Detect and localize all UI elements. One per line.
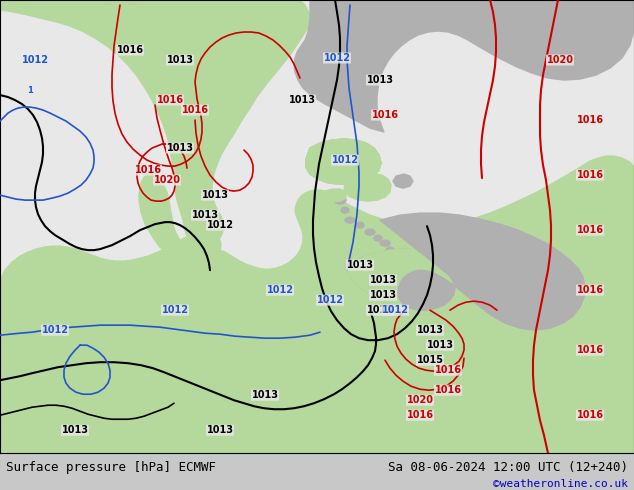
Polygon shape	[365, 229, 375, 235]
Text: 1013: 1013	[366, 75, 394, 85]
Text: 1013: 1013	[207, 425, 233, 435]
Polygon shape	[341, 207, 349, 213]
Text: 1012: 1012	[41, 325, 68, 335]
Text: 1013: 1013	[366, 305, 394, 315]
Text: 1016: 1016	[576, 115, 604, 125]
Text: Surface pressure [hPa] ECMWF: Surface pressure [hPa] ECMWF	[6, 462, 216, 474]
Text: 1013: 1013	[202, 190, 228, 200]
Polygon shape	[0, 156, 634, 453]
Text: 1016: 1016	[157, 95, 183, 105]
Polygon shape	[345, 249, 468, 314]
Text: 1013: 1013	[191, 210, 219, 220]
Text: 1013: 1013	[417, 325, 444, 335]
Text: 1020: 1020	[406, 395, 434, 405]
Text: 1012: 1012	[332, 155, 358, 165]
Text: 1020: 1020	[153, 175, 181, 185]
Polygon shape	[306, 139, 381, 184]
Polygon shape	[306, 139, 381, 184]
Text: 1013: 1013	[347, 260, 373, 270]
Text: 1012: 1012	[316, 295, 344, 305]
Text: 1016: 1016	[434, 365, 462, 375]
Polygon shape	[0, 0, 310, 253]
Text: 1012: 1012	[382, 305, 408, 315]
Text: ©weatheronline.co.uk: ©weatheronline.co.uk	[493, 480, 628, 490]
Text: 1013: 1013	[61, 425, 89, 435]
Polygon shape	[345, 249, 468, 314]
Text: 1016: 1016	[576, 225, 604, 235]
Polygon shape	[319, 189, 346, 202]
Text: 1016: 1016	[117, 45, 143, 55]
Text: 1013: 1013	[370, 275, 396, 285]
Text: 1012: 1012	[162, 305, 188, 315]
Text: 1016: 1016	[576, 345, 604, 355]
Text: 1016: 1016	[181, 105, 209, 115]
Polygon shape	[386, 247, 394, 253]
Text: 1013: 1013	[427, 340, 453, 350]
Text: 1012: 1012	[207, 220, 233, 230]
Text: 1013: 1013	[167, 55, 193, 65]
Polygon shape	[294, 0, 634, 132]
Polygon shape	[380, 213, 585, 330]
Text: 1015: 1015	[417, 355, 444, 365]
Text: 1016: 1016	[134, 165, 162, 175]
Polygon shape	[356, 222, 364, 228]
Text: 1020: 1020	[547, 55, 574, 65]
Polygon shape	[345, 217, 355, 223]
Polygon shape	[334, 196, 346, 204]
Text: 1013: 1013	[370, 290, 396, 300]
Text: 1016: 1016	[406, 410, 434, 420]
Polygon shape	[344, 174, 391, 201]
Text: 1012: 1012	[22, 55, 48, 65]
Text: 1012: 1012	[323, 53, 351, 63]
Text: 1016: 1016	[434, 385, 462, 395]
Polygon shape	[380, 240, 390, 246]
Text: 1013: 1013	[167, 143, 193, 153]
Text: 1012: 1012	[266, 285, 294, 295]
Polygon shape	[374, 235, 382, 241]
Text: 1016: 1016	[576, 285, 604, 295]
Text: Sa 08-06-2024 12:00 UTC (12+240): Sa 08-06-2024 12:00 UTC (12+240)	[387, 462, 628, 474]
Polygon shape	[393, 174, 413, 188]
Polygon shape	[306, 139, 381, 184]
Polygon shape	[396, 262, 404, 268]
Text: 1016: 1016	[576, 170, 604, 180]
Text: 1016: 1016	[576, 410, 604, 420]
Polygon shape	[390, 255, 400, 261]
Text: 1016: 1016	[372, 110, 399, 120]
Text: 1: 1	[27, 86, 33, 95]
Text: 1013: 1013	[252, 390, 278, 400]
Text: 1013: 1013	[288, 95, 316, 105]
